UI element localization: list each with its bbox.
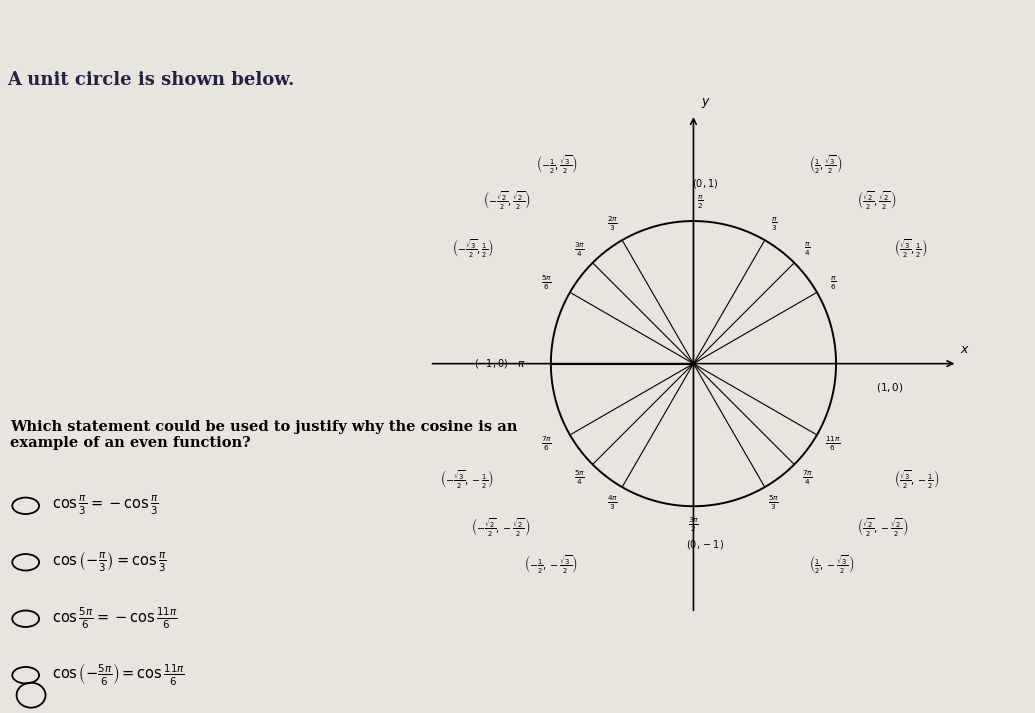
Text: $\left(\frac{\sqrt{2}}{2}, \frac{\sqrt{2}}{2}\right)$: $\left(\frac{\sqrt{2}}{2}, \frac{\sqrt{2…	[857, 189, 896, 211]
Text: $\left(-\frac{1}{2}, -\frac{\sqrt{3}}{2}\right)$: $\left(-\frac{1}{2}, -\frac{\sqrt{3}}{2}…	[525, 553, 578, 575]
Text: A unit circle is shown below.: A unit circle is shown below.	[7, 71, 295, 89]
Text: $\left(-\frac{\sqrt{3}}{2}, -\frac{1}{2}\right)$: $\left(-\frac{\sqrt{3}}{2}, -\frac{1}{2}…	[440, 468, 494, 490]
Text: $\frac{3\pi}{2}$: $\frac{3\pi}{2}$	[688, 515, 699, 534]
Text: $\frac{2\pi}{3}$: $\frac{2\pi}{3}$	[608, 215, 619, 233]
Text: $x$: $x$	[960, 344, 970, 356]
Text: $\left(\frac{1}{2}, \frac{\sqrt{3}}{2}\right)$: $\left(\frac{1}{2}, \frac{\sqrt{3}}{2}\r…	[809, 153, 842, 175]
Text: $\cos \frac{\pi}{3} = -\cos \frac{\pi}{3}$: $\cos \frac{\pi}{3} = -\cos \frac{\pi}{3…	[53, 494, 159, 518]
Text: $(0, -1)$: $(0, -1)$	[686, 538, 723, 550]
Text: $\frac{\pi}{6}$: $\frac{\pi}{6}$	[830, 275, 836, 292]
Text: $\frac{4\pi}{3}$: $\frac{4\pi}{3}$	[608, 494, 619, 513]
Text: $\left(-\frac{\sqrt{2}}{2}, \frac{\sqrt{2}}{2}\right)$: $\left(-\frac{\sqrt{2}}{2}, \frac{\sqrt{…	[482, 189, 530, 211]
Text: $\frac{3\pi}{4}$: $\frac{3\pi}{4}$	[574, 240, 585, 259]
Text: $\frac{5\pi}{6}$: $\frac{5\pi}{6}$	[541, 274, 553, 292]
Text: $y$: $y$	[701, 96, 710, 110]
Text: $\left(-\frac{1}{2}, \frac{\sqrt{3}}{2}\right)$: $\left(-\frac{1}{2}, \frac{\sqrt{3}}{2}\…	[536, 153, 578, 175]
Text: $\frac{\pi}{4}$: $\frac{\pi}{4}$	[804, 241, 810, 258]
Text: $(0, 1)$: $(0, 1)$	[691, 177, 718, 190]
Text: Which statement could be used to justify why the cosine is an
example of an even: Which statement could be used to justify…	[10, 420, 518, 450]
Text: $\cos \left(-\frac{5\pi}{6}\right) = \cos \frac{11\pi}{6}$: $\cos \left(-\frac{5\pi}{6}\right) = \co…	[53, 662, 185, 688]
Text: $\pi$: $\pi$	[516, 359, 525, 369]
Text: $\left(-\frac{\sqrt{2}}{2}, -\frac{\sqrt{2}}{2}\right)$: $\left(-\frac{\sqrt{2}}{2}, -\frac{\sqrt…	[471, 516, 530, 538]
Text: $\frac{7\pi}{6}$: $\frac{7\pi}{6}$	[541, 435, 553, 453]
Text: $\cos \left(-\frac{\pi}{3}\right) = \cos \frac{\pi}{3}$: $\cos \left(-\frac{\pi}{3}\right) = \cos…	[53, 550, 168, 574]
Text: $\frac{\pi}{3}$: $\frac{\pi}{3}$	[771, 215, 777, 232]
Text: $(1, 0)$: $(1, 0)$	[876, 381, 904, 394]
Text: $\cos \frac{5\pi}{6} = -\cos \frac{11\pi}{6}$: $\cos \frac{5\pi}{6} = -\cos \frac{11\pi…	[53, 606, 178, 632]
Text: $\left(\frac{\sqrt{3}}{2}, -\frac{1}{2}\right)$: $\left(\frac{\sqrt{3}}{2}, -\frac{1}{2}\…	[893, 468, 939, 490]
Text: $(-1, 0)$: $(-1, 0)$	[474, 357, 508, 370]
Text: $\frac{11\pi}{6}$: $\frac{11\pi}{6}$	[825, 435, 840, 453]
Text: $\left(\frac{\sqrt{2}}{2}, -\frac{\sqrt{2}}{2}\right)$: $\left(\frac{\sqrt{2}}{2}, -\frac{\sqrt{…	[857, 516, 908, 538]
Text: $\frac{7\pi}{4}$: $\frac{7\pi}{4}$	[802, 468, 812, 487]
Text: $\frac{5\pi}{3}$: $\frac{5\pi}{3}$	[768, 494, 779, 513]
Text: $\left(-\frac{\sqrt{3}}{2}, \frac{1}{2}\right)$: $\left(-\frac{\sqrt{3}}{2}, \frac{1}{2}\…	[452, 237, 494, 259]
Text: $\frac{\pi}{2}$: $\frac{\pi}{2}$	[698, 194, 704, 211]
Text: $\frac{5\pi}{4}$: $\frac{5\pi}{4}$	[574, 468, 585, 487]
Text: $\left(\frac{\sqrt{3}}{2}, \frac{1}{2}\right)$: $\left(\frac{\sqrt{3}}{2}, \frac{1}{2}\r…	[893, 237, 927, 259]
Text: $\left(\frac{1}{2}, -\frac{\sqrt{3}}{2}\right)$: $\left(\frac{1}{2}, -\frac{\sqrt{3}}{2}\…	[809, 553, 854, 575]
